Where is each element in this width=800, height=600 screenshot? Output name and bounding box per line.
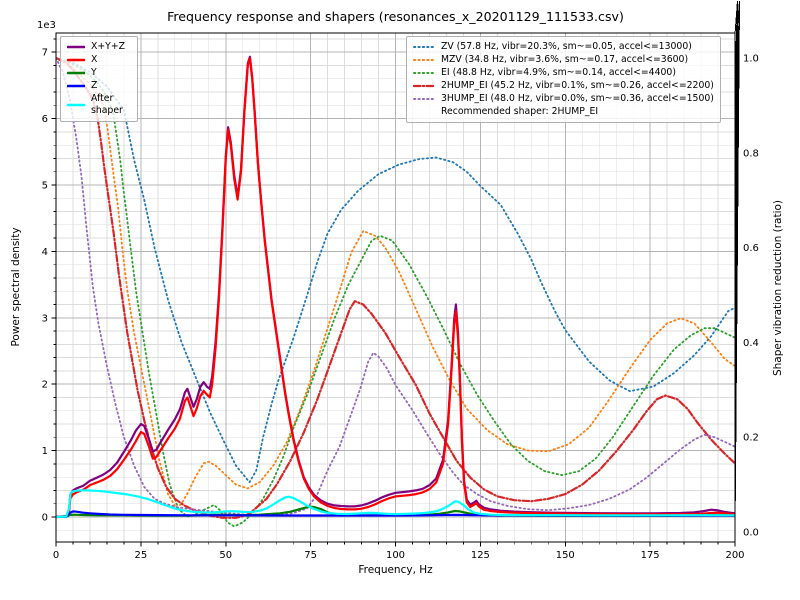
recommended-shaper-text: Recommended shaper: 2HUMP_EI (441, 106, 599, 118)
legend-item-ei: EI (48.8 Hz, vibr=4.9%, sm~=0.14, accel<… (413, 67, 714, 79)
y-left-tick-label: 3 (42, 313, 48, 324)
psd-legend: X+Y+Z X Y Z After shaper (60, 36, 138, 123)
y-left-tick-label: 2 (42, 380, 48, 391)
series-x (56, 57, 735, 519)
series-ei (56, 57, 735, 528)
x-tick-label: 200 (725, 550, 744, 561)
legend-label: EI (48.8 Hz, vibr=4.9%, sm~=0.14, accel<… (441, 67, 676, 79)
mzv-line-swatch (413, 59, 435, 62)
series-zv (56, 57, 735, 484)
x-tick-label: 25 (135, 550, 148, 561)
series-2hump-ei (56, 56, 735, 519)
shaper-legend: ZV (57.8 Hz, vibr=20.3%, sm~=0.05, accel… (406, 36, 721, 124)
legend-footer-recommended-shaper: Recommended shaper: 2HUMP_EI (413, 106, 714, 118)
x-tick-label: 50 (219, 550, 232, 561)
x-tick-label: 125 (471, 550, 490, 561)
legend-label: X+Y+Z (91, 41, 125, 52)
legend-item-zv: ZV (57.8 Hz, vibr=20.3%, sm~=0.05, accel… (413, 41, 714, 53)
legend-item-y: Y (67, 67, 131, 79)
zv-line-swatch (413, 46, 435, 48)
tick-mark (734, 0, 740, 59)
legend-item-2hump-ei: 2HUMP_EI (45.2 Hz, vibr=0.1%, sm~=0.26, … (413, 80, 714, 92)
y-right-tick-label: 0.2 (743, 433, 759, 444)
xyz-line-swatch (67, 45, 85, 49)
y-left-tick-label: 6 (42, 114, 48, 125)
y-left-tick-label: 1 (42, 446, 48, 457)
y-left-tick-label: 5 (42, 181, 48, 192)
after-shaper-line-swatch (67, 104, 85, 107)
legend-label: 3HUMP_EI (48.0 Hz, vibr=0.0%, sm~=0.36, … (441, 93, 714, 105)
legend-item-after-shaper: After shaper (67, 93, 131, 117)
tick-mark (734, 0, 738, 35)
x-axis-label: Frequency, Hz (358, 564, 433, 576)
legend-item-mzv: MZV (34.8 Hz, vibr=3.6%, sm~=0.17, accel… (413, 54, 714, 66)
legend-label: Y (91, 67, 97, 79)
y-right-tick-label: 1.0 (743, 54, 759, 65)
y-line-swatch (67, 71, 85, 75)
minor-grid (56, 33, 735, 542)
legend-label: 2HUMP_EI (45.2 Hz, vibr=0.1%, sm~=0.26, … (441, 80, 714, 92)
y-left-axis-label: Power spectral density (10, 227, 22, 347)
series-after-shaper (56, 489, 735, 519)
series-3hump-ei (56, 57, 735, 517)
y-axis-multiplier: 1e3 (37, 20, 56, 31)
tick-mark (734, 0, 740, 153)
y-right-tick-label: 0.6 (743, 243, 759, 254)
x-tick-label: 75 (304, 550, 317, 561)
y-right-tick-label: 0.8 (743, 148, 759, 159)
legend-item-z: Z (67, 80, 131, 92)
blank-swatch (413, 107, 435, 117)
axis-ticks (51, 0, 740, 547)
chart-title: Frequency response and shapers (resonanc… (167, 9, 624, 24)
ei-line-swatch (413, 72, 435, 75)
x-tick-label: 100 (386, 550, 405, 561)
series-mzv (56, 57, 735, 510)
y-left-tick-label: 7 (42, 48, 48, 59)
y-left-tick-label: 0 (42, 513, 48, 524)
legend-item-3hump-ei: 3HUMP_EI (48.0 Hz, vibr=0.0%, sm~=0.36, … (413, 93, 714, 105)
x-line-swatch (67, 58, 85, 62)
legend-label: ZV (57.8 Hz, vibr=20.3%, sm~=0.05, accel… (441, 41, 692, 52)
x-tick-label: 150 (556, 550, 575, 561)
y-right-tick-label: 0.4 (743, 338, 759, 349)
legend-item-x: X (67, 54, 131, 66)
y-right-tick-label: 0.0 (743, 528, 759, 539)
y-left-tick-label: 4 (42, 247, 48, 258)
curves (56, 55, 735, 528)
series-z (56, 510, 735, 519)
y-right-axis-label: Shaper vibration reduction (ratio) (772, 199, 784, 377)
z-line-swatch (67, 84, 85, 88)
legend-item-xyz: X+Y+Z (67, 41, 131, 53)
x-tick-label: 175 (641, 550, 660, 561)
legend-label: MZV (34.8 Hz, vibr=3.6%, sm~=0.17, accel… (441, 54, 689, 66)
2hump-ei-line-swatch (413, 85, 435, 88)
x-tick-label: 0 (53, 550, 59, 561)
3hump-ei-line-swatch (413, 98, 435, 101)
legend-label: X (91, 54, 98, 66)
legend-label: After shaper (91, 93, 123, 117)
legend-label: Z (91, 80, 98, 92)
